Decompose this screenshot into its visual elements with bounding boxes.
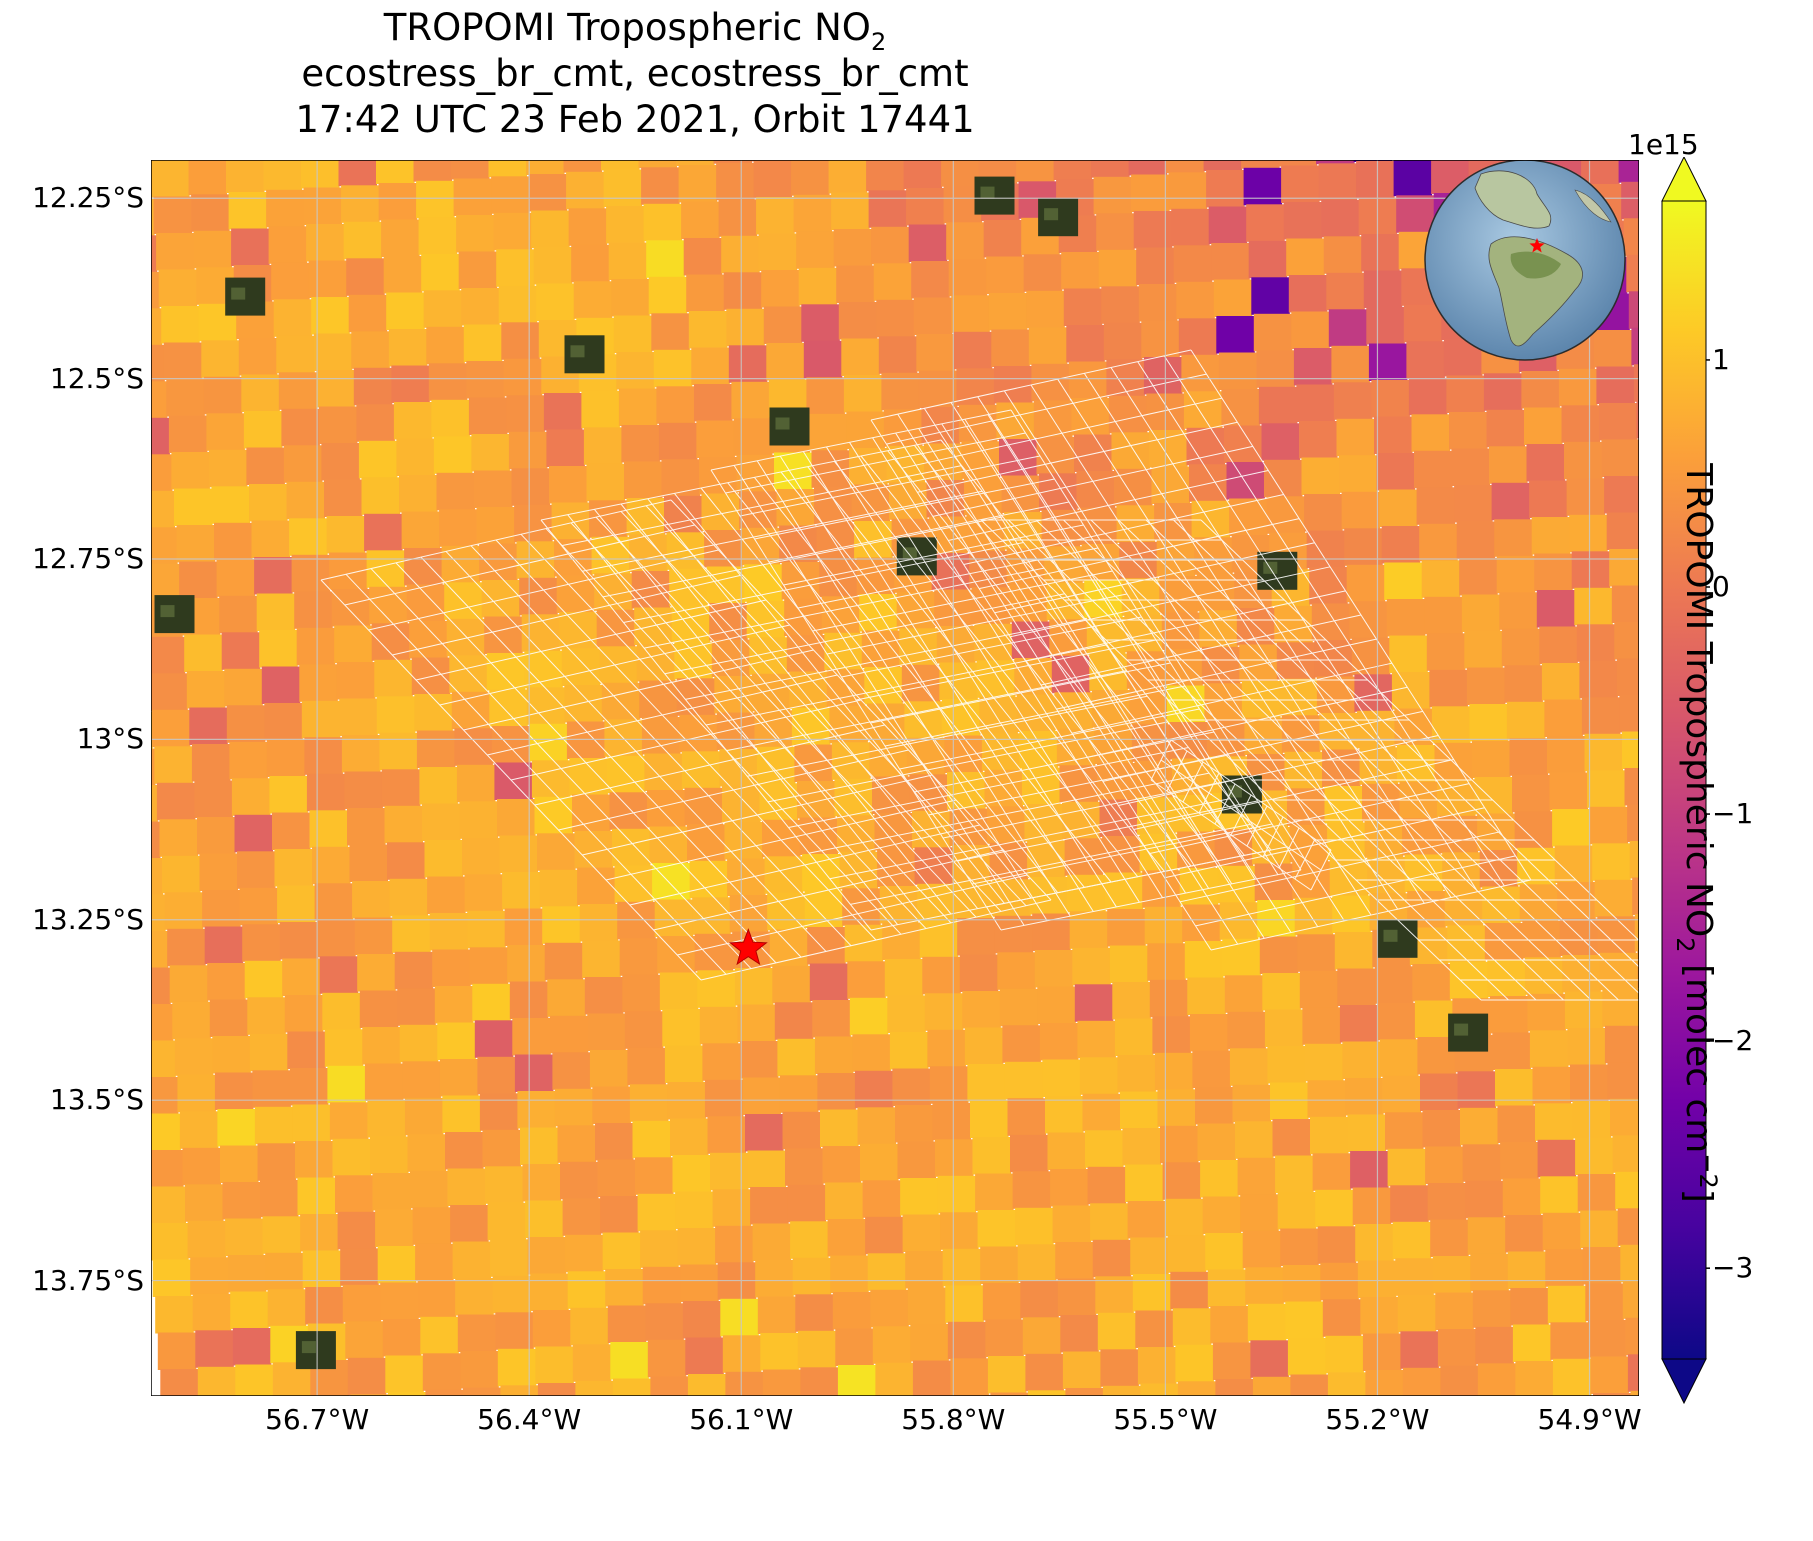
lon-tick-label: 54.9°W xyxy=(1537,1403,1642,1436)
lon-tick-label: 56.4°W xyxy=(477,1403,582,1436)
credit-source: Source: NASA/JPL-Caltech xyxy=(1180,1517,1449,1541)
lat-tick-label: 12.75°S xyxy=(32,542,144,575)
lat-tick-label: 13.5°S xyxy=(49,1083,144,1117)
title-subscript: 2 xyxy=(870,28,887,56)
colorbar-label: TROPOMI Tropospheric NO2 [molec cm−2] xyxy=(1671,463,1722,1203)
inset-globe xyxy=(1424,160,1626,361)
colorbar-tick-label: −3 xyxy=(1712,1251,1754,1285)
inset-star-marker xyxy=(1529,238,1545,253)
lon-tick-label: 55.5°W xyxy=(1113,1403,1218,1436)
colorbar-ticks xyxy=(1706,359,1710,1269)
chart-title-line2: ecostress_br_cmt, ecostress_br_cmt xyxy=(301,52,969,95)
colorbar-extend-max xyxy=(1661,157,1707,202)
target-star-marker xyxy=(728,928,768,966)
title-main: TROPOMI Tropospheric NO xyxy=(383,6,871,49)
chart-title-line3: 17:42 UTC 23 Feb 2021, Orbit 17441 xyxy=(295,98,975,141)
map-panel[interactable]: Created 3 Oct 2024 Source: NASA/JPL-Calt… xyxy=(151,160,1639,1541)
lat-tick-label: 13°S xyxy=(76,722,144,756)
lat-tick-label: 12.25°S xyxy=(32,181,144,215)
colorbar-tick-label: −2 xyxy=(1712,1024,1754,1058)
no2-map[interactable] xyxy=(151,160,1639,1396)
lon-tick-label: 55.8°W xyxy=(901,1403,1006,1436)
colorbar-tick-label: 1 xyxy=(1712,342,1730,376)
lat-tick-label: 13.75°S xyxy=(32,1263,144,1297)
colorbar-extend-min xyxy=(1661,1358,1707,1405)
colorbar-gradient xyxy=(1661,200,1707,1360)
colorbar-exponent: 1e15 xyxy=(1628,128,1699,161)
graticule xyxy=(151,160,1639,1396)
lon-tick-label: 56.1°W xyxy=(689,1403,794,1436)
lat-tick-label: 13.25°S xyxy=(32,902,144,936)
credit-created: Created 3 Oct 2024 xyxy=(1242,1491,1449,1515)
colorbar-tick-label: −1 xyxy=(1712,797,1754,831)
lat-tick-label: 12.5°S xyxy=(49,361,144,395)
lon-tick-label: 55.2°W xyxy=(1325,1403,1430,1436)
lon-tick-label: 56.7°W xyxy=(265,1403,370,1436)
no2-pixel-layer xyxy=(151,160,1639,1396)
colorbar-tick-label: 0 xyxy=(1712,570,1730,603)
chart-title-line1: TROPOMI Tropospheric NO2 xyxy=(0,6,1270,64)
colorbar xyxy=(1661,157,1710,1405)
